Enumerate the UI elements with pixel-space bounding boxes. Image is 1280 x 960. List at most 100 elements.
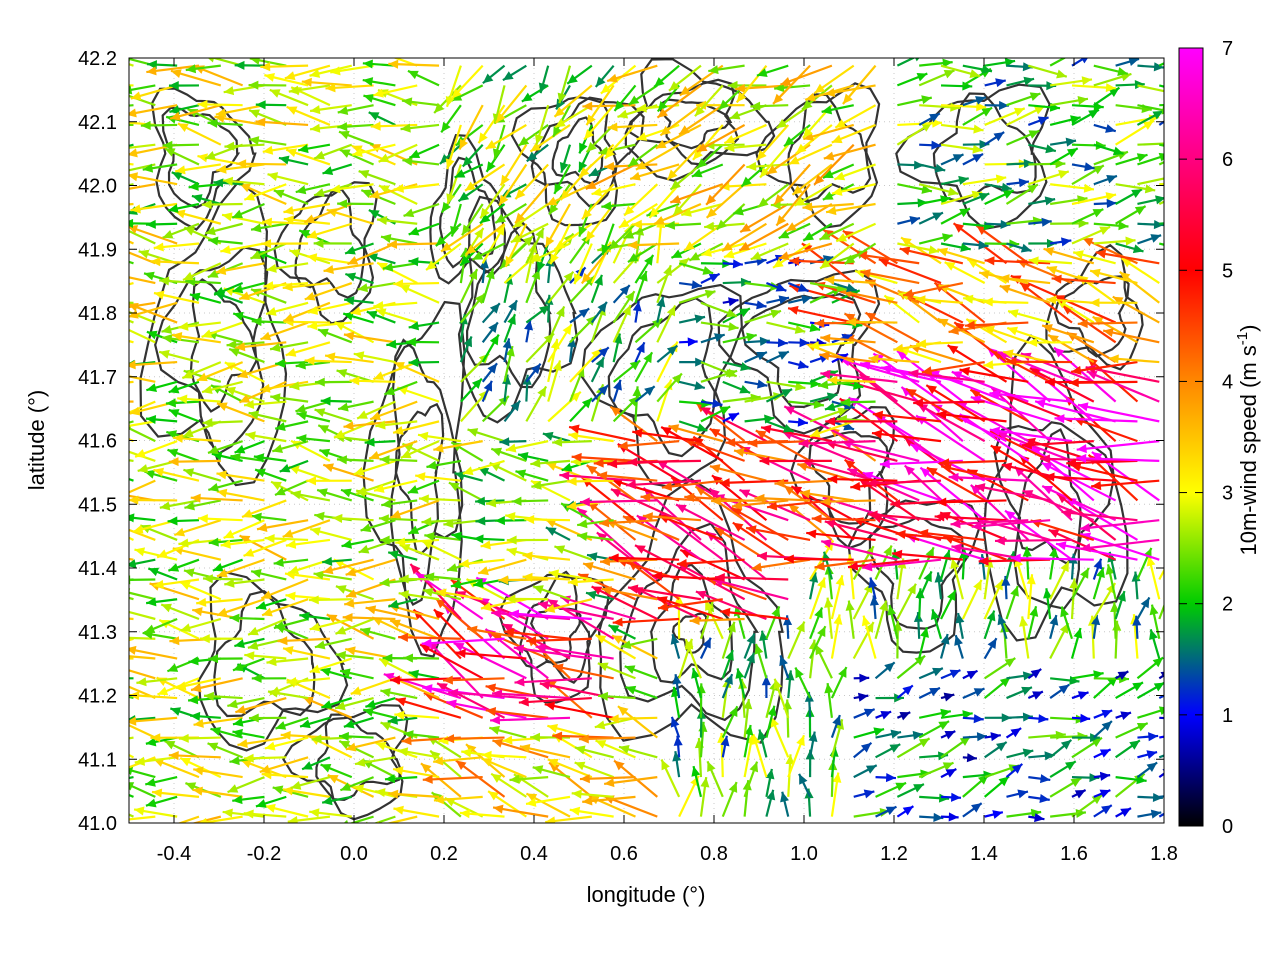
wind-arrow [617, 705, 658, 739]
wind-arrow [787, 282, 809, 293]
wind-arrow [557, 65, 572, 104]
wind-arrow [831, 281, 858, 293]
wind-arrow [919, 793, 950, 803]
wind-arrow [636, 514, 702, 561]
wind-arrow [525, 304, 551, 324]
wind-arrow [160, 603, 200, 621]
wind-arrow [288, 84, 331, 95]
wind-arrow [1137, 809, 1162, 819]
wind-arrow [255, 100, 287, 110]
wind-arrow [313, 143, 353, 160]
wind-arrow [274, 420, 309, 432]
wind-arrow [1115, 807, 1132, 818]
wind-arrow [544, 701, 614, 719]
wind-arrow [611, 634, 658, 660]
wind-arrow [954, 634, 964, 659]
wind-arrow [503, 313, 516, 343]
wind-arrow [459, 809, 505, 819]
wind-arrow [1005, 183, 1039, 205]
wind-arrow [408, 222, 440, 236]
wind-arrow [301, 756, 331, 771]
x-tick-label: 0.8 [700, 843, 728, 865]
wind-arrow [378, 143, 418, 163]
wind-arrow [1071, 162, 1095, 172]
wind-arrow [130, 84, 178, 101]
wind-arrow [765, 605, 781, 640]
wind-arrow [809, 625, 827, 659]
wind-arrow [337, 122, 374, 132]
wind-arrow [962, 669, 978, 680]
wind-arrow [765, 768, 775, 798]
wind-arrow [896, 805, 915, 818]
wind-arrow [675, 503, 746, 541]
wind-arrow [129, 716, 134, 721]
wind-arrow [600, 64, 637, 95]
wind-arrow [634, 385, 656, 403]
wind-arrow [1050, 731, 1088, 741]
wind-arrow [191, 194, 222, 206]
y-tick-label: 41.6 [78, 431, 117, 453]
wind-arrow [336, 455, 374, 465]
wind-arrow [809, 607, 824, 640]
wind-arrow [201, 321, 243, 338]
colorbar-tick-label: 1 [1222, 705, 1233, 727]
wind-arrow [343, 420, 396, 431]
wind-arrow [1137, 104, 1164, 115]
wind-arrow [526, 143, 549, 163]
wind-arrow [306, 476, 352, 486]
wind-arrow [1093, 709, 1113, 719]
wind-arrow [845, 600, 855, 639]
wind-arrow [1027, 606, 1039, 640]
wind-arrow [613, 759, 659, 798]
wind-arrow [940, 207, 971, 225]
wind-arrow [129, 162, 134, 166]
wind-arrow [722, 412, 740, 423]
wind-arrow [1071, 713, 1091, 723]
wind-arrow [661, 479, 723, 491]
wind-arrow [568, 431, 614, 443]
wind-arrow [192, 786, 243, 798]
wind-arrow [267, 172, 309, 186]
wind-arrow [129, 655, 156, 660]
wind-arrow [461, 143, 484, 168]
wind-arrow [766, 380, 806, 391]
wind-arrow [944, 261, 986, 285]
wind-arrow [964, 320, 1029, 330]
wind-arrow [959, 366, 1029, 383]
wind-arrow [765, 350, 790, 364]
wind-arrow [579, 497, 658, 507]
wind-arrow [442, 675, 505, 685]
wind-arrow [335, 650, 374, 660]
wind-arrow [1095, 249, 1160, 265]
wind-arrow [846, 317, 898, 327]
wind-arrow [445, 124, 462, 170]
wind-arrow [421, 637, 505, 648]
wind-arrow [316, 488, 353, 502]
wind-arrow [250, 222, 287, 233]
wind-arrow [369, 400, 418, 421]
wind-arrow [236, 159, 287, 169]
wind-arrow [940, 589, 957, 620]
wind-arrow [744, 336, 770, 346]
wind-arrow [337, 199, 374, 209]
wind-arrow [612, 333, 623, 363]
wind-arrow [1050, 183, 1095, 193]
wind-arrow [785, 203, 833, 233]
wind-arrow [1115, 119, 1155, 146]
wind-arrow [1068, 378, 1138, 388]
wind-arrow [962, 802, 983, 818]
wind-arrow [554, 222, 593, 251]
wind-arrow [216, 558, 265, 578]
wind-arrow [548, 761, 593, 798]
wind-arrow [378, 514, 418, 524]
wind-arrow [632, 386, 642, 422]
wind-arrow [280, 730, 330, 740]
wind-arrow [809, 407, 849, 423]
wind-arrow [1049, 546, 1059, 580]
wind-arrow [525, 795, 571, 807]
wind-arrow [490, 447, 527, 462]
wind-arrow [983, 557, 994, 600]
wind-arrow [778, 222, 811, 240]
wind-arrow [462, 459, 505, 476]
wind-arrow [1071, 108, 1100, 126]
